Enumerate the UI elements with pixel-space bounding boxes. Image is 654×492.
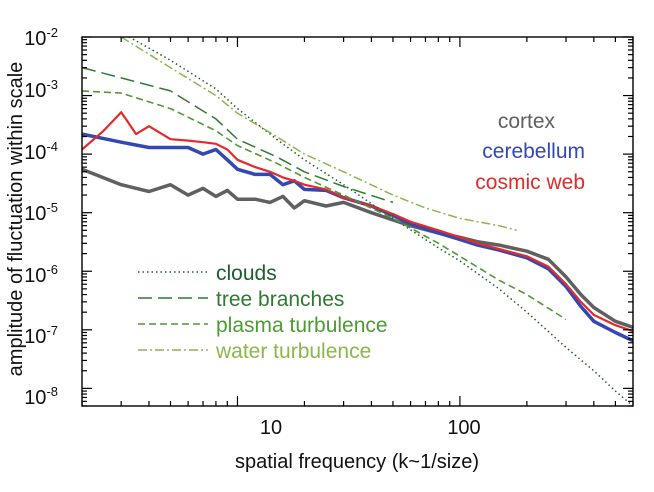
y-tick-label-1e-4: 10-4	[24, 139, 58, 164]
series-line-plasma-turbulence	[82, 90, 567, 321]
y-tick-label-1e-2: 10-2	[24, 25, 58, 50]
legend-label-tree-branches: tree branches	[216, 288, 344, 311]
series-line-cosmic-web	[82, 111, 633, 333]
ticks-layer	[81, 36, 634, 407]
series-line-tree-branches	[82, 66, 394, 204]
legend-label-plasma-turbulence: plasma turbulence	[216, 314, 388, 337]
y-tick-label-1e-8: 10-8	[24, 384, 58, 409]
legend-bottom-lines	[138, 271, 208, 351]
y-tick-label-1e-7: 10-7	[24, 323, 58, 348]
x-tick-label-10: 10	[260, 417, 282, 439]
legend-label-cosmic-web: cosmic web	[475, 171, 585, 194]
y-tick-label-1e-3: 10-3	[24, 77, 58, 102]
legend-label-clouds: clouds	[216, 262, 277, 285]
series-layer	[82, 37, 633, 406]
x-axis-title: spatial frequency (k~1/size)	[235, 451, 479, 473]
legend-label-cerebellum: cerebellum	[482, 140, 585, 163]
legend-label-water-turbulence: water turbulence	[215, 340, 371, 363]
series-line-water-turbulence	[120, 37, 517, 232]
y-axis-title: amplitude of fluctuation within scale	[5, 62, 27, 377]
series-line-cortex	[82, 167, 633, 330]
x-tick-label-100: 100	[447, 417, 480, 439]
y-tick-label-1e-5: 10-5	[24, 200, 58, 225]
y-tick-label-1e-6: 10-6	[24, 262, 58, 287]
legend-label-cortex: cortex	[498, 110, 556, 133]
